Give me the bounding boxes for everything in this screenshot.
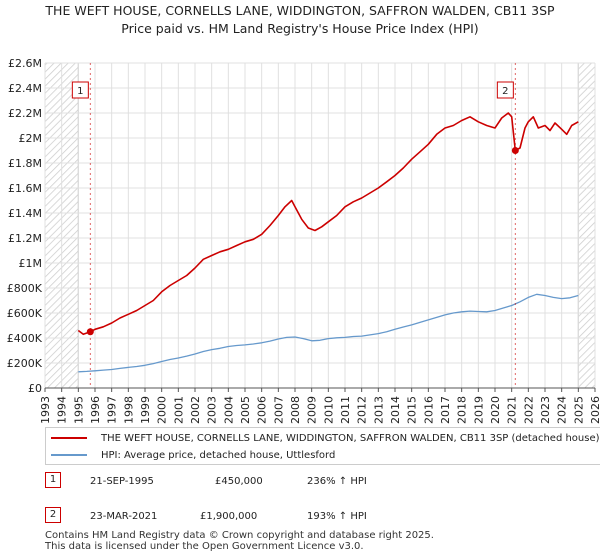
x-tick-label: 1994 <box>56 396 69 424</box>
x-tick-label: 1998 <box>122 396 135 424</box>
legend-swatch-hpi <box>51 454 87 456</box>
sale-row: 2 23-MAR-2021 £1,900,000 193% ↑ HPI <box>45 507 545 527</box>
y-tick-label: £1.4M <box>8 207 42 220</box>
price-chart: £0 £200K £400K £600K £800K £1M £1.2M £1.4M £1.6M… <box>7 57 600 424</box>
legend-swatch-property <box>51 437 87 439</box>
legend-item-property: THE WEFT HOUSE, CORNELLS LANE, WIDDINGTO… <box>51 431 600 445</box>
x-tick-label: 2007 <box>272 396 285 424</box>
x-tick-label: 1993 <box>39 396 52 424</box>
x-tick-label: 2016 <box>422 396 435 424</box>
x-tick-label: 2019 <box>472 396 485 424</box>
x-tick-label: 2022 <box>522 396 535 424</box>
chart-title-line2: Price paid vs. HM Land Registry's House … <box>121 21 479 36</box>
x-tick-label: 2009 <box>306 396 319 424</box>
hatched-region-after <box>578 63 595 388</box>
x-tick-label: 2002 <box>189 396 202 424</box>
y-tick-label: £800K <box>7 282 43 295</box>
y-tick-label: £2.2M <box>8 107 42 120</box>
y-tick-label: £400K <box>7 332 43 345</box>
sale-marker-badge: 1 <box>45 472 61 488</box>
chart-title-line1: THE WEFT HOUSE, CORNELLS LANE, WIDDINGTO… <box>45 3 555 18</box>
y-tick-label: £2.6M <box>8 57 42 70</box>
x-tick-label: 1996 <box>89 396 102 424</box>
x-tick-label: 1995 <box>72 396 85 424</box>
sale-hpi-change: 193% ↑ HPI <box>307 511 367 522</box>
footer-licence: This data is licensed under the Open Gov… <box>45 541 364 552</box>
x-tick-label: 2026 <box>589 396 600 424</box>
sale-point <box>511 147 519 154</box>
hpi-line <box>78 293 579 373</box>
legend-label-property: THE WEFT HOUSE, CORNELLS LANE, WIDDINGTO… <box>101 432 600 444</box>
y-tick-label: £1M <box>19 257 43 270</box>
x-tick-label: 2017 <box>439 396 452 424</box>
legend-label-hpi: HPI: Average price, detached house, Uttl… <box>101 449 336 461</box>
sale-marker-box <box>496 81 514 99</box>
x-tick-label: 2021 <box>506 396 519 424</box>
y-tick-label: £600K <box>7 307 43 320</box>
x-tick-label: 2003 <box>206 396 219 424</box>
footer-copyright: Contains HM Land Registry data © Crown c… <box>45 530 434 541</box>
legend-item-hpi: HPI: Average price, detached house, Uttl… <box>51 448 335 462</box>
x-tick-label: 2018 <box>456 396 469 424</box>
sale-date: 21-SEP-1995 <box>90 476 154 487</box>
y-tick-label: £0 <box>28 382 42 395</box>
y-tick-label: £2.4M <box>8 82 42 95</box>
x-tick-label: 2010 <box>322 396 335 424</box>
y-tick-label: £1.2M <box>8 232 42 245</box>
x-tick-label: 2008 <box>289 396 302 424</box>
x-tick-label: 2014 <box>389 396 402 424</box>
x-tick-label: 2000 <box>156 396 169 424</box>
x-tick-label: 2005 <box>239 396 252 424</box>
x-tick-label: 2006 <box>256 396 269 424</box>
plot-area <box>45 63 595 388</box>
x-tick-label: 2011 <box>339 396 352 424</box>
footer: Contains HM Land Registry data © Crown c… <box>45 530 434 552</box>
sale-price: £1,900,000 <box>200 511 258 522</box>
x-tick-label: 2001 <box>172 396 185 424</box>
x-tick-label: 2012 <box>356 396 369 424</box>
x-tick-label: 1999 <box>139 396 152 424</box>
sale-marker-label: 1 <box>77 86 83 97</box>
y-tick-label: £200K <box>7 357 43 370</box>
chart-legend: THE WEFT HOUSE, CORNELLS LANE, WIDDINGTO… <box>45 427 600 465</box>
sale-point <box>86 328 94 336</box>
x-tick-label: 2013 <box>372 396 385 424</box>
x-tick-label: 2020 <box>489 396 502 424</box>
x-tick-label: 1997 <box>106 396 119 424</box>
sale-marker-box <box>71 81 89 99</box>
x-tick-label: 2023 <box>539 396 552 424</box>
sale-row: 1 21-SEP-1995 £450,000 236% ↑ HPI <box>45 472 545 492</box>
y-tick-label: £1.6M <box>8 182 42 195</box>
sale-price: £450,000 <box>215 476 263 487</box>
x-tick-label: 2004 <box>222 396 235 424</box>
x-tick-label: 2015 <box>406 396 419 424</box>
y-tick-label: £1.8M <box>8 157 42 170</box>
sale-hpi-change: 236% ↑ HPI <box>307 476 367 487</box>
sale-date: 23-MAR-2021 <box>90 511 158 522</box>
sale-marker-badge: 2 <box>45 507 61 523</box>
x-tick-label: 2025 <box>572 396 585 424</box>
y-tick-label: £2M <box>19 132 43 145</box>
sale-marker-label: 2 <box>502 86 508 97</box>
x-tick-label: 2024 <box>556 396 569 424</box>
